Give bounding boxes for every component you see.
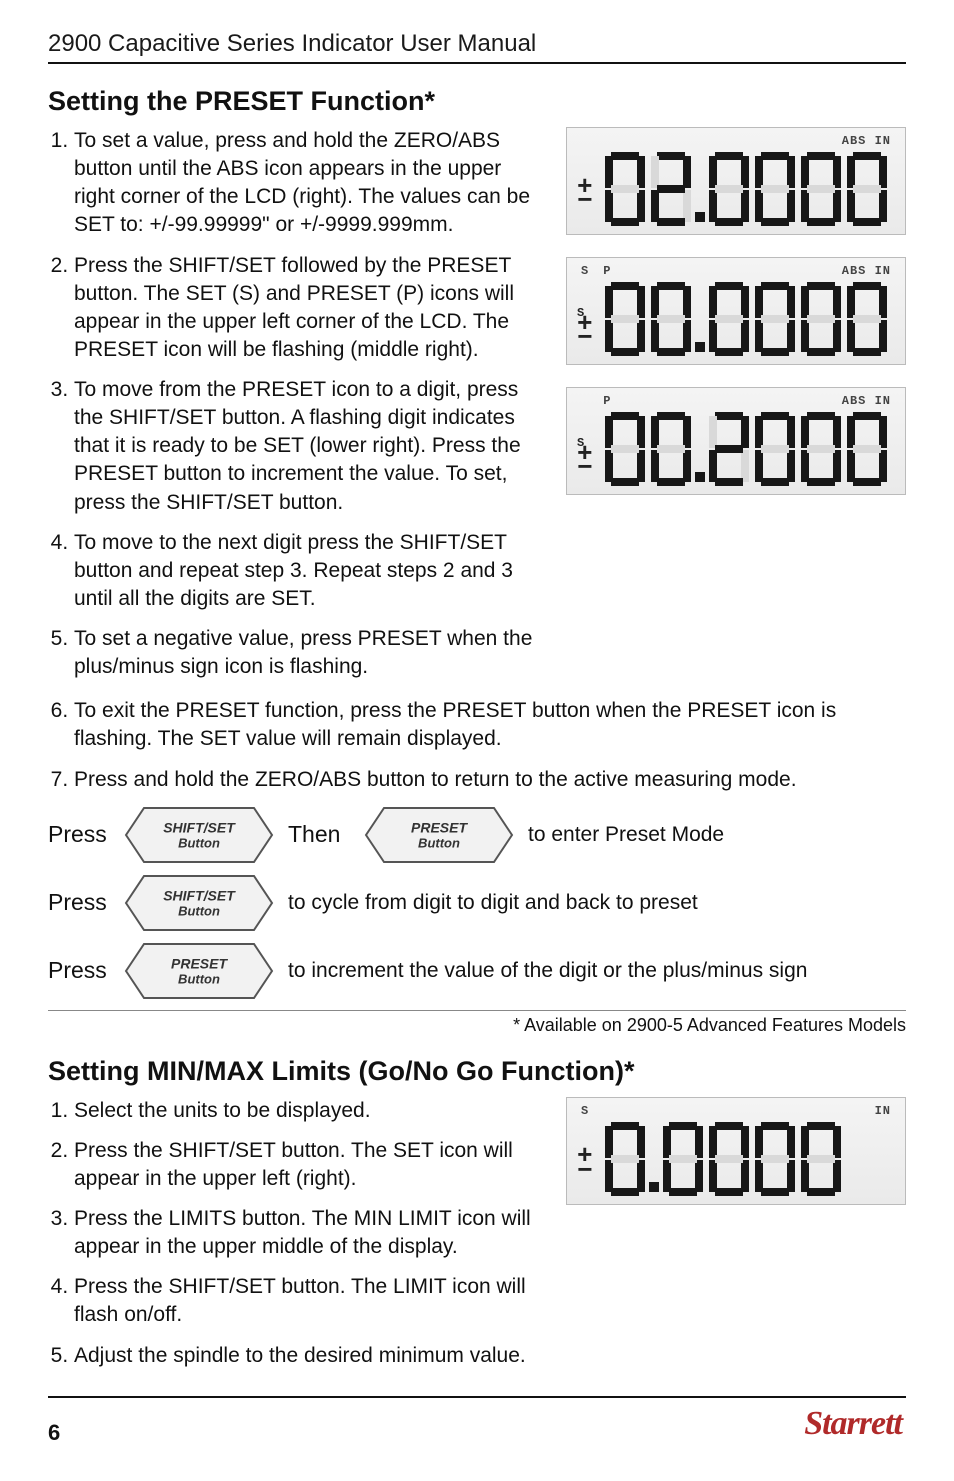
section1-title: Setting the PRESET Function* [48,86,906,117]
step-item: To set a negative value, press PRESET wh… [74,625,542,681]
shift-set-button-graphic: SHIFT/SETButton [124,874,274,932]
footnote: * Available on 2900-5 Advanced Features … [48,1010,906,1036]
footer: 6 Starrett [48,1396,906,1444]
btn-line1: PRESET [171,955,227,971]
step-item: Press and hold the ZERO/ABS button to re… [74,766,906,794]
press-row-after: to cycle from digit to digit and back to… [288,891,698,915]
lcd-s-mark: S [581,264,589,278]
lcd-sign: S+− [573,426,605,475]
preset-button-graphic: PRESETButton [364,806,514,864]
btn-line2: Button [171,972,227,985]
lcd-abs-in: ABS IN [842,394,891,410]
step-item: Press the SHIFT/SET button. The LIMIT ic… [74,1273,542,1329]
lcd-digits [605,1120,845,1202]
btn-line1: PRESET [411,819,467,835]
btn-line2: Button [163,836,235,849]
shift-set-button-graphic: SHIFT/SETButton [124,806,274,864]
btn-line2: Button [163,904,235,917]
press-row-2: Press SHIFT/SETButton to cycle from digi… [48,874,906,932]
lcd-in: IN [875,1104,891,1120]
lcd-s-mark: S [581,1104,589,1120]
step-item: To exit the PRESET function, press the P… [74,697,906,753]
step-item: Press the SHIFT/SET button. The SET icon… [74,1137,542,1193]
press-row-after: to increment the value of the digit or t… [288,959,807,983]
lcd-abs-in: ABS IN [842,134,891,150]
page-number: 6 [48,1420,60,1446]
step-item: To move to the next digit press the SHIF… [74,529,542,613]
lcd-sign: +− [573,174,605,209]
lcd-display-4: S IN +− [566,1097,906,1205]
lcd-p-mark: P [603,264,611,278]
then-label: Then [288,821,350,848]
press-label: Press [48,889,110,916]
lcd-digits [605,410,891,492]
step-item: To set a value, press and hold the ZERO/… [74,127,542,240]
step-item: Select the units to be displayed. [74,1097,542,1125]
press-label: Press [48,821,110,848]
step-item: Press the SHIFT/SET followed by the PRES… [74,252,542,365]
btn-line2: Button [411,836,467,849]
section1-body: To set a value, press and hold the ZERO/… [48,127,906,693]
lcd-sign: +− [573,1143,605,1178]
section2-title: Setting MIN/MAX Limits (Go/No Go Functio… [48,1056,906,1087]
press-row-3: Press PRESETButton to increment the valu… [48,942,906,1000]
lcd-digits [605,280,891,362]
section1-steps: To set a value, press and hold the ZERO/… [48,127,542,681]
lcd-display-3: SP ABS IN S+− [566,387,906,495]
brand-logo: Starrett [804,1405,902,1443]
section1-steps-col: To set a value, press and hold the ZERO/… [48,127,542,693]
step-item: Adjust the spindle to the desired minimu… [74,1342,542,1370]
lcd-display-1: ABS IN +− [566,127,906,235]
section2-steps: Select the units to be displayed. Press … [48,1097,542,1370]
step-item: Press the LIMITS button. The MIN LIMIT i… [74,1205,542,1261]
press-row-1: Press SHIFT/SETButton Then PRESETButton … [48,806,906,864]
section2: Setting MIN/MAX Limits (Go/No Go Functio… [48,1056,906,1382]
lcd-abs-in: ABS IN [842,264,891,280]
press-row-after: to enter Preset Mode [528,823,724,847]
lcd-sign: S+− [573,296,605,345]
lcd-display-2: SP ABS IN S+− [566,257,906,365]
btn-line1: SHIFT/SET [163,819,235,835]
running-head: 2900 Capacitive Series Indicator User Ma… [48,30,906,64]
section1-steps-continued: To exit the PRESET function, press the P… [48,697,906,793]
btn-line1: SHIFT/SET [163,887,235,903]
section1-lcd-col: ABS IN +− SP ABS IN S+− [566,127,906,693]
manual-page: 2900 Capacitive Series Indicator User Ma… [0,0,954,1464]
press-label: Press [48,957,110,984]
lcd-digits [605,150,891,232]
lcd-p-mark: P [603,394,611,408]
step-item: To move from the PRESET icon to a digit,… [74,376,542,517]
preset-button-graphic: PRESETButton [124,942,274,1000]
